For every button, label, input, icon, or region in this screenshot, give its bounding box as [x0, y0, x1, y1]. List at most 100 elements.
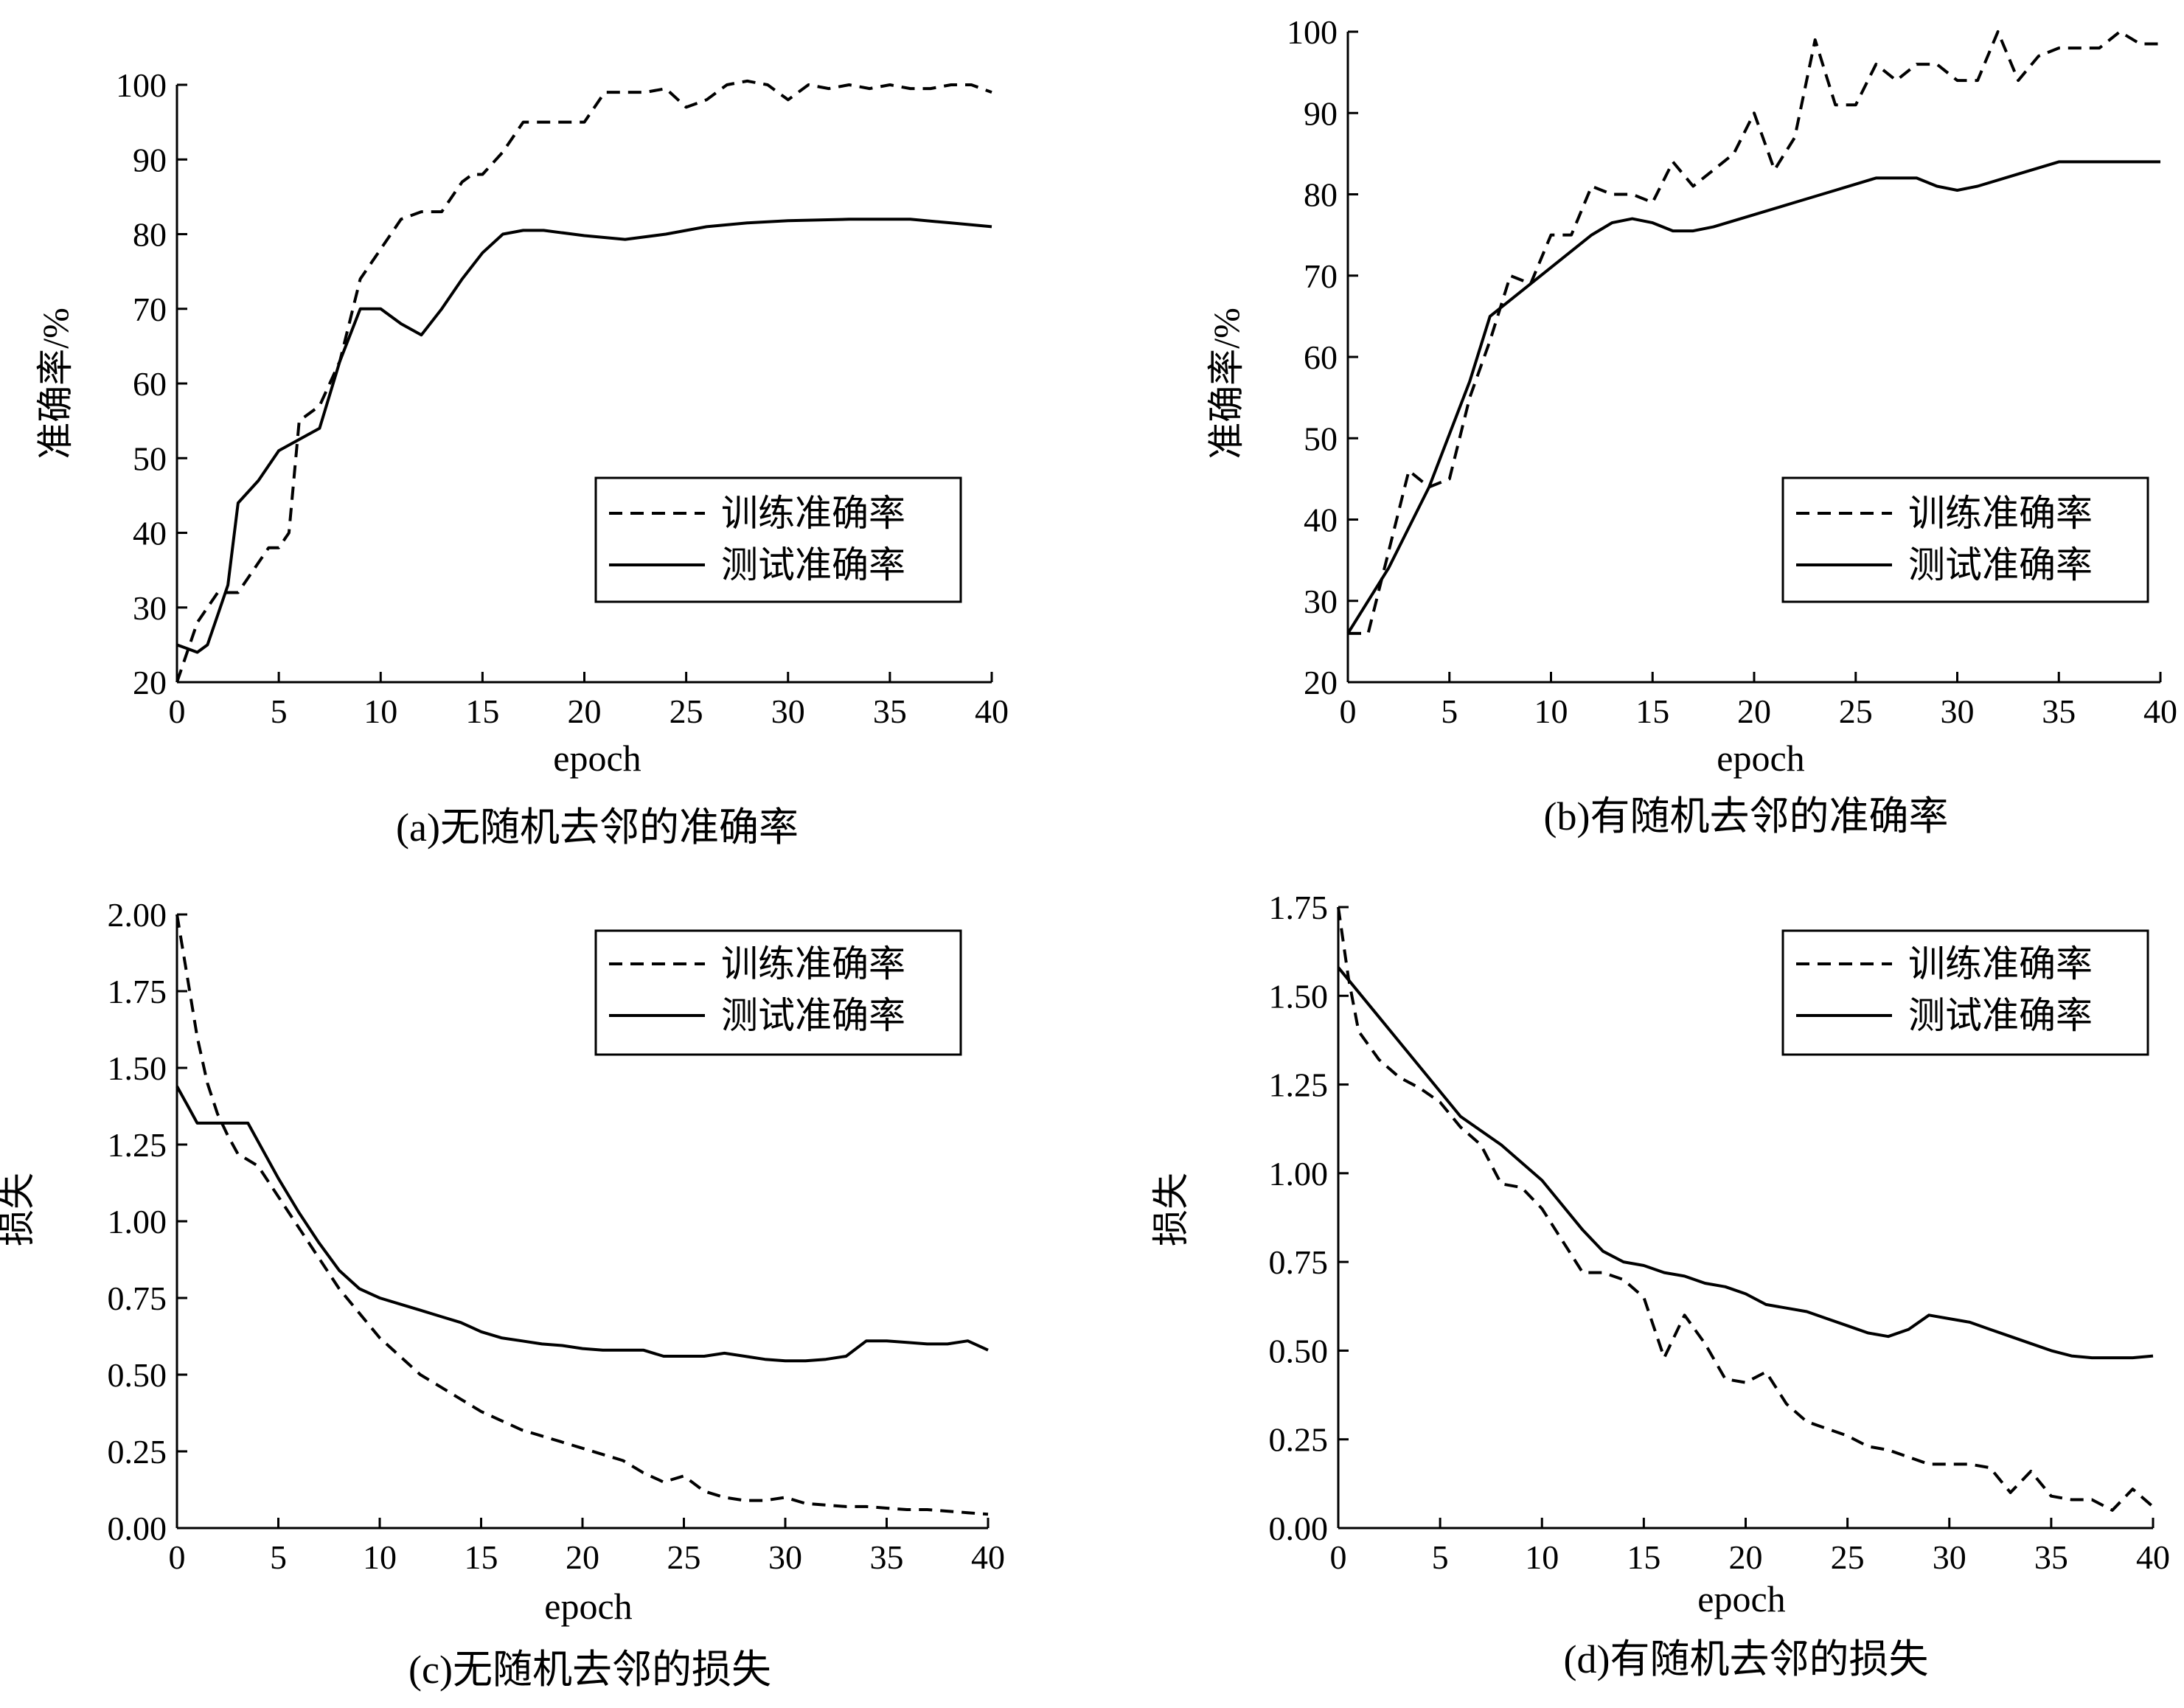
- acc-no-drop-legend-label: 测试准确率: [721, 544, 905, 586]
- loss-drop-y-tick-label: 1.75: [1269, 889, 1329, 926]
- acc-drop-y-tick-label: 100: [1287, 13, 1338, 51]
- loss-drop-y-tick-label: 0.25: [1269, 1421, 1329, 1459]
- loss-drop-x-tick-label: 40: [2136, 1538, 2170, 1576]
- acc-no-drop-x-tick-label: 40: [975, 692, 1009, 730]
- acc-no-drop-y-tick-label: 40: [133, 515, 167, 552]
- loss-no-drop-y-tick-label: 1.25: [108, 1126, 167, 1164]
- loss-drop-x-tick-label: 5: [1432, 1538, 1449, 1576]
- acc-no-drop-x-tick-label: 5: [271, 692, 288, 730]
- acc-drop-x-tick-label: 25: [1839, 692, 1873, 730]
- loss-drop-train-line: [1337, 906, 2155, 1512]
- acc-drop-y-axis-label: 准确率/%: [1206, 308, 1247, 459]
- acc-no-drop-y-tick-label: 80: [133, 216, 167, 254]
- loss-drop-y-tick-label: 0.75: [1269, 1243, 1329, 1281]
- loss-no-drop-x-axis-label: epoch: [544, 1586, 632, 1627]
- acc-drop-x-tick-label: 10: [1534, 692, 1568, 730]
- loss-no-drop-y-tick-label: 0.75: [108, 1280, 167, 1317]
- acc-drop-y-tick-label: 70: [1304, 257, 1338, 295]
- acc-no-drop-x-tick-label: 15: [465, 692, 499, 730]
- acc-drop-legend-box: [1781, 476, 2149, 603]
- loss-no-drop-legend-label: 训练准确率: [721, 943, 905, 985]
- loss-drop-y-tick-label: 1.25: [1269, 1066, 1329, 1104]
- acc-no-drop-y-tick-label: 90: [133, 141, 167, 178]
- loss-drop-x-tick-label: 20: [1729, 1538, 1763, 1576]
- loss-no-drop-x-tick-label: 30: [768, 1538, 802, 1576]
- loss-no-drop-y-tick-label: 2.00: [108, 896, 167, 934]
- loss-no-drop-y-tick-label: 0.25: [108, 1433, 167, 1471]
- loss-no-drop-y-tick-label: 1.50: [108, 1049, 167, 1087]
- loss-drop-x-tick-label: 10: [1525, 1538, 1559, 1576]
- loss-drop-test-line: [1337, 966, 2154, 1360]
- loss-no-drop-x-tick-label: 0: [169, 1538, 186, 1576]
- acc-no-drop-train-line: [175, 79, 992, 683]
- loss-drop-x-axis-label: epoch: [1697, 1578, 1785, 1620]
- loss-drop-caption: (d)有随机去邻的损失: [1564, 1637, 1929, 1681]
- loss-no-drop-x-tick-label: 20: [566, 1538, 599, 1576]
- loss-no-drop-caption: (c)无随机去邻的损失: [408, 1648, 771, 1692]
- loss-no-drop-x-tick-label: 25: [667, 1538, 701, 1576]
- acc-drop-y-tick-label: 20: [1304, 664, 1338, 701]
- loss-no-drop-y-axis-label: 损失: [0, 1173, 38, 1246]
- acc-no-drop-legend-label: 训练准确率: [721, 493, 905, 534]
- loss-no-drop-x-tick-label: 5: [270, 1538, 287, 1576]
- loss-no-drop-legend-box: [594, 929, 962, 1056]
- acc-drop-legend-label: 训练准确率: [1908, 493, 2093, 534]
- acc-drop-y-tick-label: 60: [1304, 339, 1338, 376]
- loss-no-drop-y-tick-label: 1.00: [108, 1203, 167, 1240]
- acc-drop-legend-label: 测试准确率: [1908, 544, 2093, 586]
- loss-drop-y-tick-label: 1.00: [1269, 1155, 1329, 1193]
- acc-drop-y-tick-label: 80: [1304, 176, 1338, 214]
- acc-no-drop-y-tick-label: 70: [133, 291, 167, 328]
- acc-drop-test-line: [1346, 160, 2160, 634]
- acc-drop-train-line: [1348, 30, 2160, 635]
- acc-drop-x-tick-label: 40: [2143, 692, 2177, 730]
- loss-drop-legend-label: 训练准确率: [1908, 943, 2093, 985]
- loss-no-drop-test-line: [175, 1086, 989, 1363]
- acc-drop-x-tick-label: 15: [1635, 692, 1669, 730]
- acc-drop-y-tick-label: 90: [1304, 94, 1338, 132]
- loss-drop-y-tick-label: 0.00: [1269, 1510, 1329, 1547]
- acc-no-drop-y-tick-label: 100: [116, 66, 167, 104]
- loss-no-drop-train-line: [175, 914, 989, 1516]
- acc-no-drop-x-tick-label: 20: [568, 692, 602, 730]
- loss-no-drop-x-tick-label: 10: [363, 1538, 397, 1576]
- acc-no-drop-y-tick-label: 30: [133, 589, 167, 627]
- acc-no-drop-y-tick-label: 60: [133, 365, 167, 403]
- acc-no-drop-test-line: [176, 218, 992, 654]
- acc-drop-x-tick-label: 30: [1941, 692, 1975, 730]
- loss-no-drop-x-tick-label: 40: [971, 1538, 1005, 1576]
- loss-no-drop-x-tick-label: 35: [870, 1538, 904, 1576]
- loss-drop-y-tick-label: 1.50: [1269, 977, 1329, 1015]
- acc-drop-y-tick-label: 30: [1304, 583, 1338, 620]
- loss-no-drop-x-tick-label: 15: [465, 1538, 498, 1576]
- acc-no-drop-caption: (a)无随机去邻的准确率: [396, 805, 799, 850]
- acc-no-drop-y-tick-label: 50: [133, 440, 167, 477]
- acc-no-drop-x-tick-label: 0: [169, 692, 186, 730]
- acc-no-drop-x-axis-label: epoch: [553, 737, 641, 779]
- loss-drop-y-axis-label: 损失: [1150, 1173, 1192, 1246]
- loss-drop-x-tick-label: 25: [1831, 1538, 1865, 1576]
- acc-no-drop-x-tick-label: 35: [873, 692, 907, 730]
- acc-drop-caption: (b)有随机去邻的准确率: [1544, 794, 1949, 839]
- acc-no-drop-legend-box: [594, 476, 962, 603]
- acc-drop-y-tick-label: 50: [1304, 420, 1338, 457]
- acc-no-drop-x-tick-label: 10: [364, 692, 397, 730]
- loss-no-drop-legend-label: 测试准确率: [721, 995, 905, 1036]
- loss-no-drop-y-tick-label: 0.00: [108, 1510, 167, 1547]
- loss-drop-legend-box: [1781, 929, 2149, 1056]
- loss-drop-x-tick-label: 15: [1627, 1538, 1660, 1576]
- acc-drop-x-tick-label: 0: [1340, 692, 1357, 730]
- acc-drop-y-tick-label: 40: [1304, 501, 1338, 539]
- loss-drop-x-tick-label: 0: [1330, 1538, 1347, 1576]
- acc-no-drop-y-axis-label: 准确率/%: [35, 308, 76, 459]
- acc-no-drop-x-tick-label: 30: [771, 692, 805, 730]
- acc-drop-x-tick-label: 35: [2042, 692, 2076, 730]
- acc-drop-x-tick-label: 5: [1441, 692, 1458, 730]
- acc-no-drop-x-tick-label: 25: [670, 692, 703, 730]
- acc-drop-x-tick-label: 20: [1737, 692, 1771, 730]
- loss-drop-x-tick-label: 35: [2034, 1538, 2068, 1576]
- loss-drop-y-tick-label: 0.50: [1269, 1332, 1329, 1369]
- loss-drop-legend-label: 测试准确率: [1908, 995, 2093, 1036]
- acc-no-drop-y-tick-label: 20: [133, 664, 167, 701]
